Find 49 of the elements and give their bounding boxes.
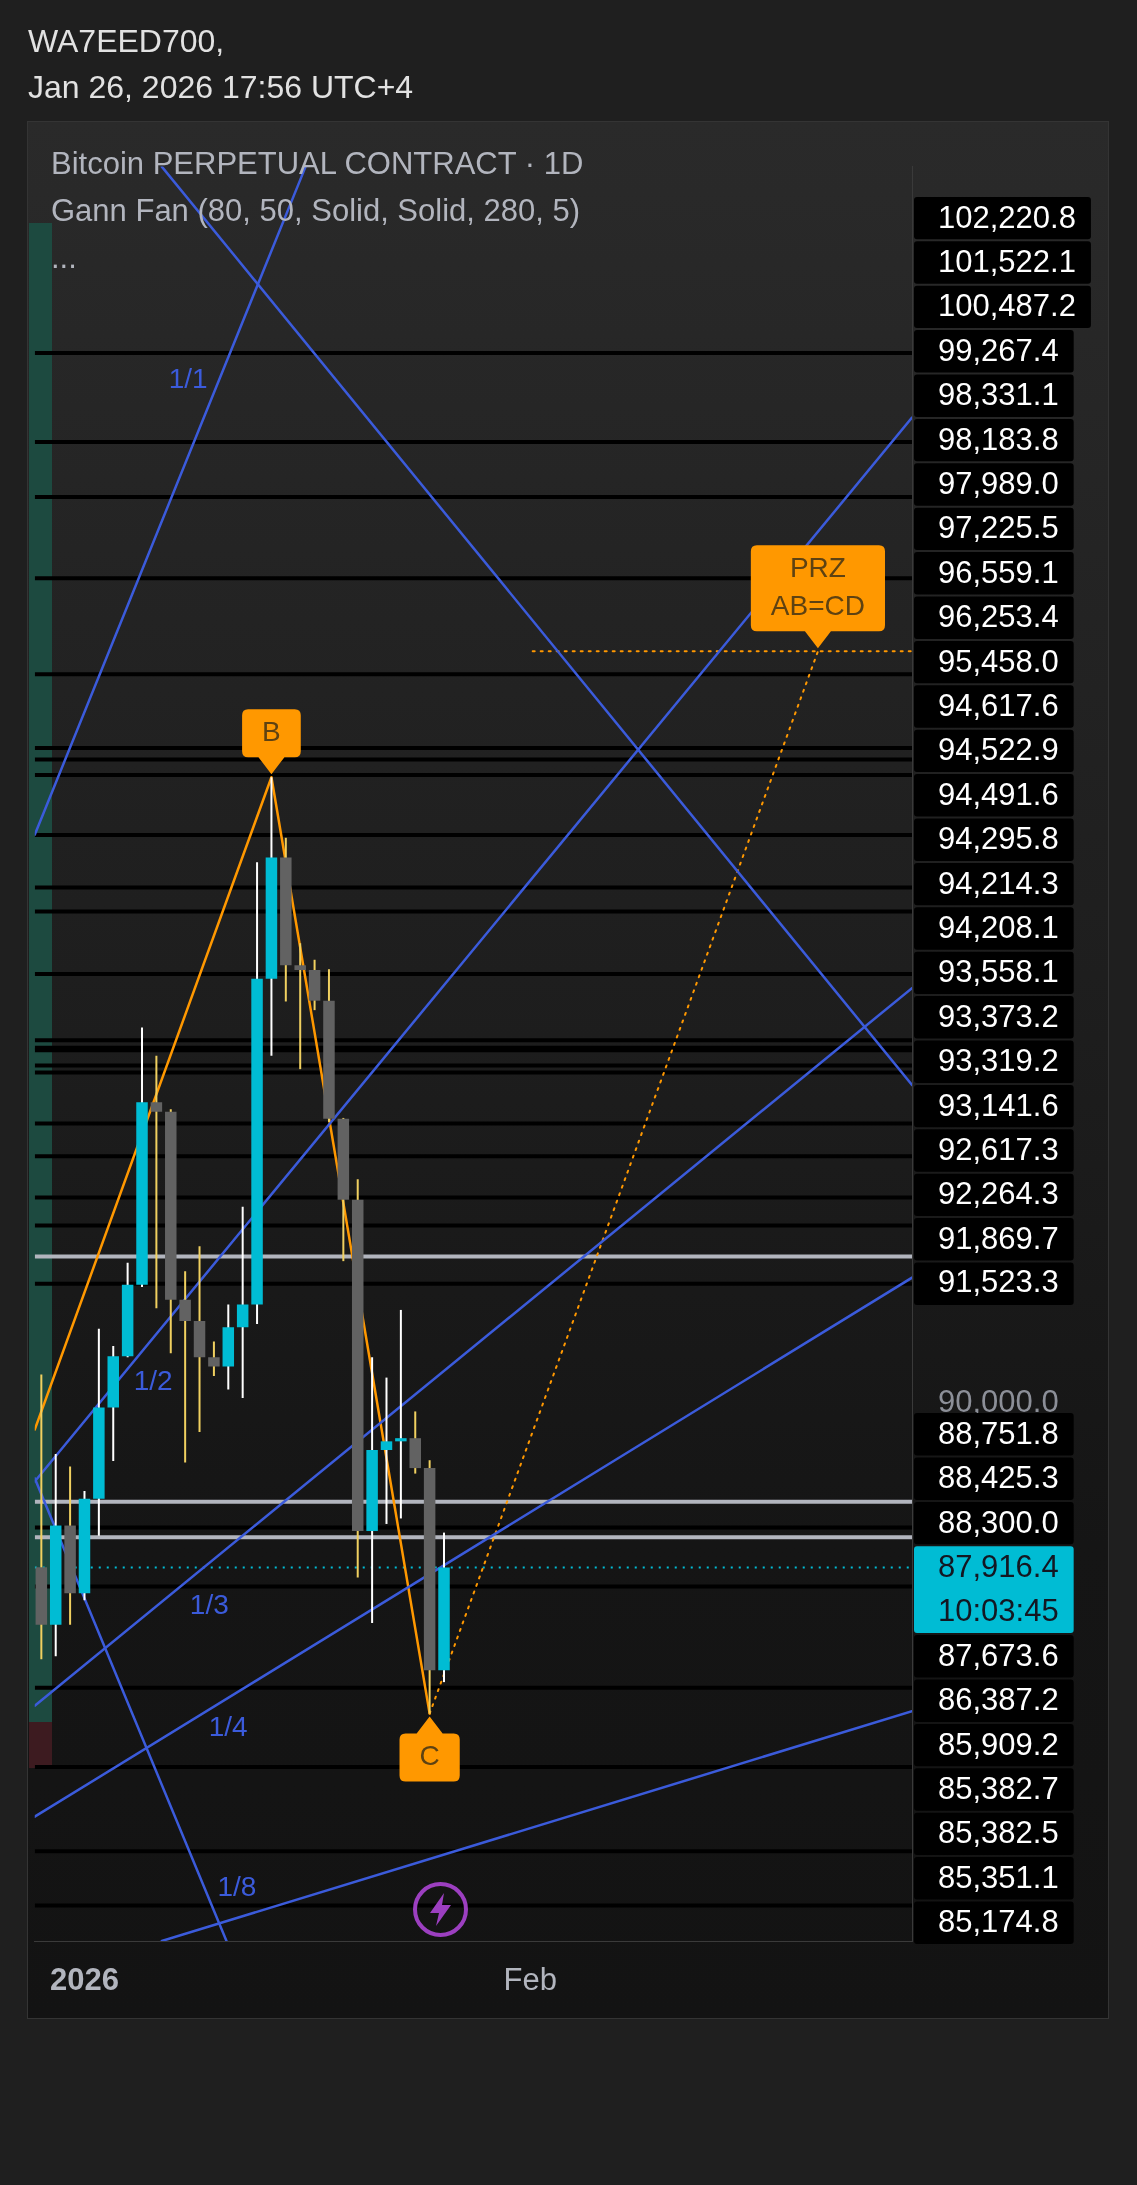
text: 101,522.1 — [938, 244, 1076, 280]
text: 96,253.4 — [938, 599, 1059, 635]
text: 85,382.7 — [938, 1771, 1059, 1807]
text: 92,617.3 — [938, 1132, 1059, 1168]
text: 92,264.3 — [938, 1176, 1059, 1212]
text: 85,909.2 — [938, 1726, 1059, 1762]
text: 85,351.1 — [938, 1859, 1059, 1895]
text: 94,214.3 — [938, 865, 1059, 901]
annotation: C — [419, 1740, 440, 1772]
text: 85,174.8 — [938, 1904, 1059, 1940]
text: 94,491.6 — [938, 776, 1059, 812]
text: 91,869.7 — [938, 1220, 1059, 1256]
x-tick-label: 2026 — [50, 1962, 119, 1998]
series-label: 1/8 — [217, 1870, 257, 1902]
text: 97,989.0 — [938, 466, 1059, 502]
text: 94,617.6 — [938, 688, 1059, 724]
series-label: 1/3 — [189, 1588, 229, 1620]
annotation: PRZ AB=CD — [770, 552, 865, 622]
text: 94,208.1 — [938, 910, 1059, 946]
text: 96,559.1 — [938, 554, 1059, 590]
annotation: B — [262, 715, 281, 747]
x-tick-label: Feb — [503, 1962, 558, 1998]
ref-line-label: 87,916.4 10:03:45 — [938, 1549, 1059, 1629]
text: 102,220.8 — [938, 199, 1076, 235]
series-label: 1/2 — [133, 1365, 173, 1397]
text: 93,319.2 — [938, 1043, 1059, 1079]
text: 87,673.6 — [938, 1637, 1059, 1673]
text: 88,425.3 — [938, 1460, 1059, 1496]
text: WA7EED700, — [28, 22, 225, 61]
text: 86,387.2 — [938, 1682, 1059, 1718]
text: 99,267.4 — [938, 332, 1059, 368]
text: 94,295.8 — [938, 821, 1059, 857]
text: 93,558.1 — [938, 954, 1059, 990]
text: 98,331.1 — [938, 377, 1059, 413]
text: Jan 26, 2026 17:56 UTC+4 — [28, 68, 414, 107]
text: 97,225.5 — [938, 510, 1059, 546]
chart-title: Bitcoin PERPETUAL CONTRACT · 1D — [51, 145, 584, 183]
text: 93,373.2 — [938, 998, 1059, 1034]
text: 94,522.9 — [938, 732, 1059, 768]
series-label: 1/4 — [208, 1710, 248, 1742]
text: 98,183.8 — [938, 421, 1059, 457]
annotation: ... — [51, 239, 77, 277]
series-label: 1/1 — [168, 363, 208, 395]
text: 85,382.5 — [938, 1815, 1059, 1851]
text: 93,141.6 — [938, 1087, 1059, 1123]
text: 95,458.0 — [938, 643, 1059, 679]
text: 100,487.2 — [938, 288, 1076, 324]
y-tick-label: 91,523.3 — [938, 1264, 1059, 1300]
text: 88,300.0 — [938, 1504, 1059, 1540]
